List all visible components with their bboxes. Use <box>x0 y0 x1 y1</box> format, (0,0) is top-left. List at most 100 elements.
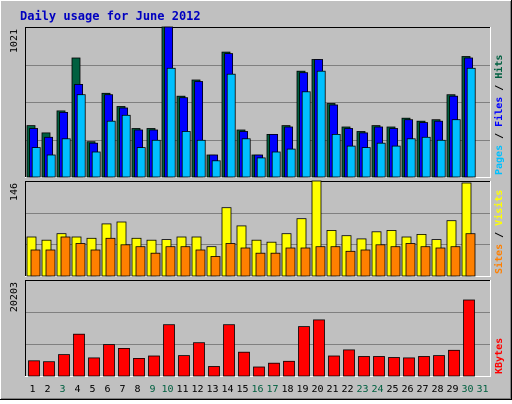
chart-panels: 1021 Pages / Files / Hits 146 Sites / Visit… <box>9 26 505 377</box>
bar-pages-day-19 <box>301 91 311 178</box>
x-tick-label-day-26: 26 <box>401 384 413 395</box>
bar-pages-day-21 <box>331 133 341 178</box>
panel-hits-files-pages-series-label: Pages / Files / Hits <box>493 55 505 175</box>
bar-kbytes-day-20 <box>313 319 325 377</box>
bar-kbytes-day-12 <box>193 342 205 377</box>
x-tick-label-day-9: 9 <box>149 384 155 395</box>
bar-sites-day-27 <box>420 246 431 277</box>
bar-kbytes-day-10 <box>163 324 175 377</box>
series-label-kbytes: KBytes <box>494 338 505 374</box>
bar-sites-day-7 <box>120 244 131 277</box>
x-axis-tick-labels: 1 2 3 4 5 6 7 8 9 10 11 12 13 14 15 16 17 18 19 20 21 22 23 24 2… <box>29 384 488 395</box>
bar-kbytes-day-26 <box>403 357 415 377</box>
panel-hits-files-pages-ymax-label: 1021 <box>9 29 20 53</box>
x-tick-label-day-13: 13 <box>206 384 218 395</box>
series-label-pages: Pages <box>494 145 505 175</box>
bar-sites-day-4 <box>75 243 86 277</box>
bar-kbytes-day-13 <box>208 366 220 377</box>
x-tick-label-day-16: 16 <box>251 384 263 395</box>
bar-kbytes-day-14 <box>223 324 235 377</box>
bar-pages-day-11 <box>181 131 191 178</box>
bar-sites-day-17 <box>270 252 281 277</box>
bar-kbytes-day-24 <box>373 356 385 377</box>
series-label-files: Files <box>493 97 505 127</box>
bar-kbytes-day-25 <box>388 357 400 377</box>
x-tick-label-day-31: 31 <box>476 384 488 395</box>
bar-sites-day-6 <box>105 237 116 277</box>
series-label-separator: / <box>494 226 505 244</box>
bar-pages-day-8 <box>136 147 146 178</box>
bar-pages-day-16 <box>256 157 266 178</box>
bar-pages-day-27 <box>421 136 431 178</box>
bar-kbytes-day-7 <box>118 347 130 377</box>
bar-pages-day-24 <box>376 142 386 178</box>
bar-kbytes-day-2 <box>43 361 55 377</box>
x-tick-label-day-29: 29 <box>446 384 458 395</box>
bar-pages-day-5 <box>91 151 101 178</box>
bar-pages-day-4 <box>76 94 86 178</box>
series-label-visits: Visits <box>493 190 505 226</box>
bar-sites-day-13 <box>210 256 221 277</box>
x-tick-label-day-8: 8 <box>134 384 140 395</box>
bar-kbytes-day-5 <box>88 357 100 377</box>
bar-pages-day-6 <box>106 120 116 178</box>
x-tick-label-day-22: 22 <box>341 384 353 395</box>
bar-pages-day-9 <box>151 139 161 178</box>
bar-kbytes-day-27 <box>418 356 430 377</box>
bar-pages-day-22 <box>346 145 356 178</box>
bar-sites-day-8 <box>135 246 146 277</box>
bar-sites-day-29 <box>450 246 461 277</box>
x-tick-label-day-17: 17 <box>266 384 278 395</box>
x-tick-label-day-28: 28 <box>431 384 443 395</box>
bar-kbytes-day-11 <box>178 355 190 377</box>
x-tick-label-day-12: 12 <box>191 384 203 395</box>
bar-sites-day-1 <box>30 249 41 277</box>
bar-sites-day-3 <box>60 236 71 277</box>
bar-pages-day-17 <box>271 151 281 178</box>
bar-sites-day-11 <box>180 246 191 277</box>
bar-pages-day-30 <box>466 67 476 178</box>
x-tick-label-day-15: 15 <box>236 384 248 395</box>
x-tick-label-day-27: 27 <box>416 384 428 395</box>
x-tick-label-day-25: 25 <box>386 384 398 395</box>
bar-kbytes-day-1 <box>28 360 40 377</box>
bar-kbytes-day-21 <box>328 355 340 377</box>
bar-sites-day-30 <box>465 233 476 277</box>
x-tick-label-day-6: 6 <box>104 384 110 395</box>
x-tick-label-day-19: 19 <box>296 384 308 395</box>
bar-pages-day-10 <box>166 67 176 178</box>
bar-sites-day-14 <box>225 243 236 277</box>
bar-kbytes-day-29 <box>448 349 460 377</box>
bar-sites-day-10 <box>165 246 176 277</box>
x-tick-label-day-10: 10 <box>161 384 173 395</box>
bar-kbytes-day-8 <box>133 357 145 377</box>
x-tick-label-day-1: 1 <box>29 384 35 395</box>
bar-sites-day-20 <box>315 246 326 277</box>
panel-kbytes-ymax-label: 20203 <box>9 282 20 312</box>
bar-sites-day-21 <box>330 246 341 277</box>
bar-pages-day-20 <box>316 70 326 178</box>
bar-pages-day-2 <box>46 154 56 178</box>
x-tick-label-day-20: 20 <box>311 384 323 395</box>
bar-pages-day-14 <box>226 73 236 178</box>
panel-visits-sites-ymax-label: 146 <box>9 183 20 201</box>
bar-kbytes-day-19 <box>298 326 310 377</box>
bar-sites-day-12 <box>195 249 206 277</box>
x-tick-label-day-18: 18 <box>281 384 293 395</box>
bar-kbytes-day-3 <box>58 354 70 377</box>
x-tick-label-day-24: 24 <box>371 384 383 395</box>
bar-kbytes-day-30 <box>463 299 475 377</box>
x-tick-label-day-23: 23 <box>356 384 368 395</box>
bar-sites-day-22 <box>345 250 356 277</box>
bar-sites-day-23 <box>360 249 371 277</box>
panel-visits-sites-series-label: Sites / Visits <box>493 190 505 274</box>
x-tick-label-day-7: 7 <box>119 384 125 395</box>
bar-pages-day-26 <box>406 138 416 178</box>
series-label-separator: / <box>494 127 505 145</box>
bar-sites-day-25 <box>390 246 401 277</box>
bar-kbytes-day-28 <box>433 355 445 377</box>
x-tick-label-day-5: 5 <box>89 384 95 395</box>
bar-pages-day-3 <box>61 138 71 178</box>
